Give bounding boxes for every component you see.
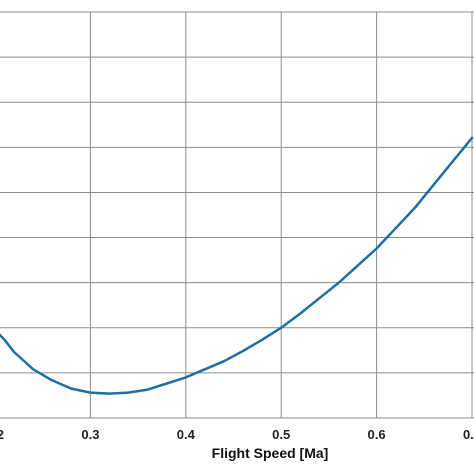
x-tick-label: 0.6: [368, 427, 386, 442]
x-tick-label: 0.4: [177, 427, 196, 442]
x-tick-labels: 0.2 0.3 0.4 0.5 0.6 0.7: [0, 427, 474, 442]
series-layer: [0, 136, 474, 395]
x-axis-title: Flight Speed [Ma]: [212, 445, 329, 461]
x-tick-label: 0.7: [463, 427, 474, 442]
x-tick-label: 0.5: [272, 427, 290, 442]
vertical-gridlines: [89, 12, 473, 418]
horizontal-gridlines: [0, 11, 474, 419]
series-line: [0, 136, 474, 395]
x-tick-label: 0.2: [0, 427, 4, 442]
x-tick-label: 0.3: [81, 427, 99, 442]
